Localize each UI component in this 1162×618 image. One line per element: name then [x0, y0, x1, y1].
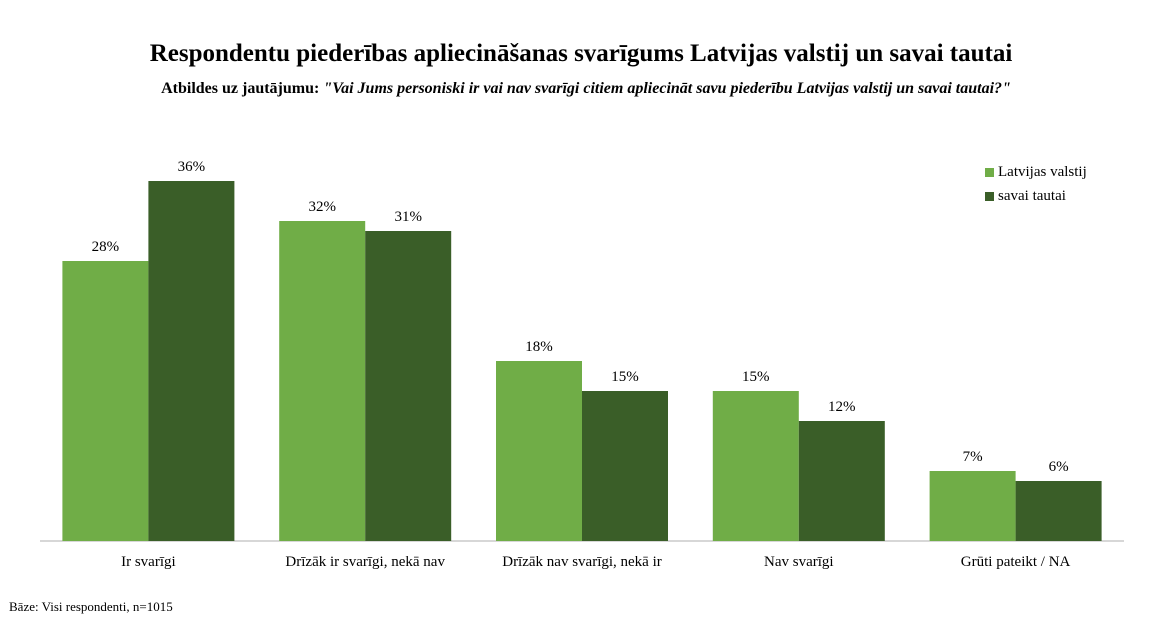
data-label-series1-5: 7% [963, 449, 983, 465]
legend-swatch-series2 [985, 191, 994, 201]
legend-swatch-series1 [985, 167, 994, 177]
x-tick-label-1: Ir svarīgi [121, 554, 176, 570]
legend-label-series1: Latvijas valstij [998, 163, 1087, 180]
bar-series1-5 [929, 471, 1016, 541]
data-label-series1-3: 18% [525, 339, 553, 355]
data-label-series1-1: 28% [92, 239, 120, 255]
x-tick-label-5: Grūti pateikt / NA [961, 554, 1071, 570]
bar-series1-1 [62, 261, 149, 541]
legend-item-series1: Latvijas valstij [985, 160, 1087, 184]
bar-series1-4 [712, 391, 799, 541]
legend-label-series2: savai tautai [998, 187, 1066, 204]
data-label-series2-2: 31% [394, 209, 422, 225]
subtitle-question: "Vai Jums personiski ir vai nav svarīgi … [323, 80, 1011, 97]
chart-title: Respondentu piederības apliecināšanas sv… [149, 40, 1013, 67]
x-tick-label-2: Drīzāk ir svarīgi, nekā nav [285, 554, 445, 570]
subtitle-prefix: Atbildes uz jautājumu: [161, 80, 324, 97]
legend-item-series2: savai tautai [985, 184, 1087, 208]
data-label-series1-2: 32% [308, 199, 336, 215]
bar-series2-5 [1015, 481, 1102, 541]
data-label-series2-3: 15% [611, 369, 639, 385]
chart-subtitle: Atbildes uz jautājumu: "Vai Jums personi… [36, 78, 1136, 99]
bar-series2-3 [582, 391, 668, 541]
x-tick-label-3: Drīzāk nav svarīgi, nekā ir [502, 554, 662, 570]
bar-series2-1 [148, 181, 235, 541]
x-tick-label-4: Nav svarīgi [764, 554, 834, 570]
bar-series2-4 [798, 421, 885, 541]
legend: Latvijas valstij savai tautai [985, 160, 1087, 208]
footnote: Bāze: Visi respondenti, n=1015 [9, 599, 173, 614]
bar-series1-3 [496, 361, 582, 541]
data-label-series2-1: 36% [178, 159, 206, 175]
bar-series1-2 [279, 221, 366, 541]
bar-series2-2 [365, 231, 452, 541]
data-label-series2-4: 12% [828, 399, 856, 415]
data-label-series1-4: 15% [742, 369, 770, 385]
data-label-series2-5: 6% [1049, 459, 1069, 475]
